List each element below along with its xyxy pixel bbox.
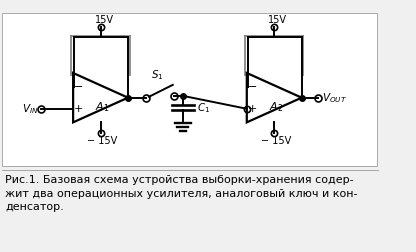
- Text: − 15V: − 15V: [87, 136, 117, 146]
- Text: $C_1$: $C_1$: [196, 101, 210, 115]
- Text: $A_1$: $A_1$: [95, 100, 109, 114]
- Text: $S_1$: $S_1$: [151, 68, 163, 82]
- Text: $A_2$: $A_2$: [269, 100, 283, 114]
- Text: 15V: 15V: [95, 15, 114, 25]
- Text: Рис.1. Базовая схема устройства выборки-хранения содер-
жит два операционных уси: Рис.1. Базовая схема устройства выборки-…: [5, 175, 358, 212]
- Text: $V_{OUT}$: $V_{OUT}$: [322, 91, 347, 105]
- Text: +: +: [248, 104, 257, 114]
- Text: −: −: [248, 82, 257, 91]
- Text: $V_{IN}$: $V_{IN}$: [22, 102, 38, 116]
- Text: +: +: [74, 104, 83, 114]
- Text: −: −: [74, 82, 83, 91]
- Text: 15V: 15V: [268, 15, 287, 25]
- Text: − 15V: − 15V: [261, 136, 291, 146]
- Bar: [2, 13, 377, 166]
